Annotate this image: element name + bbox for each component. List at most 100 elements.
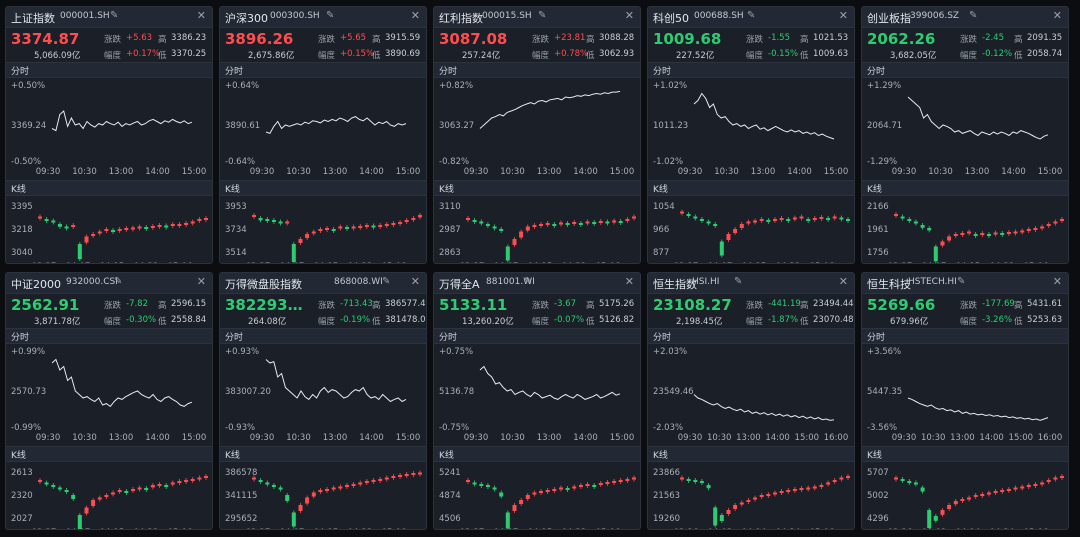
kline-tab[interactable]: K线 xyxy=(862,446,1068,462)
index-card[interactable]: 万得微盘股指数 868008.WI ✎ ✕ 382293… 涨跌 -713.43… xyxy=(219,272,427,530)
intraday-top-label: +1.29% xyxy=(867,81,901,91)
kline-candle xyxy=(539,491,543,493)
kline-mid-label: 2987 xyxy=(439,225,461,235)
edit-icon[interactable]: ✎ xyxy=(326,10,335,21)
kline-tab[interactable]: K线 xyxy=(6,446,212,462)
kline-candle xyxy=(592,222,597,224)
edit-icon[interactable]: ✎ xyxy=(747,10,756,21)
close-icon[interactable]: ✕ xyxy=(1052,275,1062,288)
kline-date-label: 05-06 xyxy=(810,528,835,530)
intraday-tab[interactable]: 分时 xyxy=(220,62,426,78)
kline-tab[interactable]: K线 xyxy=(434,180,640,196)
kline-bottom-label: 4296 xyxy=(867,514,889,524)
ratio-label: 幅度 xyxy=(318,51,336,61)
close-icon[interactable]: ✕ xyxy=(196,275,206,288)
last-price: 1009.68 xyxy=(653,30,722,48)
kline-tab[interactable]: K线 xyxy=(434,446,640,462)
close-icon[interactable]: ✕ xyxy=(410,275,420,288)
kline-date-label: 03-27 xyxy=(32,528,57,530)
index-card[interactable]: 中证2000 932000.CSI ✎ ✕ 2562.91 涨跌 -7.82 高… xyxy=(5,272,213,530)
intraday-time-label: 10:30 xyxy=(714,167,739,177)
intraday-time-label: 10:30 xyxy=(707,433,732,443)
index-card[interactable]: 万得全A 881001.WI ✎ ✕ 5133.11 涨跌 -3.67 高 51… xyxy=(433,272,641,530)
kline-candle xyxy=(298,505,303,511)
kline-candle xyxy=(364,481,369,483)
intraday-top-label: +0.99% xyxy=(11,347,45,357)
kline-candle xyxy=(64,490,69,492)
intraday-tab[interactable]: 分时 xyxy=(6,62,212,78)
close-icon[interactable]: ✕ xyxy=(410,9,420,22)
index-card[interactable]: 红利指数 000015.SH ✎ ✕ 3087.08 涨跌 +23.81 高 3… xyxy=(433,6,641,264)
kline-date-label: 03-27 xyxy=(246,528,271,530)
intraday-tab[interactable]: 分时 xyxy=(862,62,1068,78)
intraday-tab[interactable]: 分时 xyxy=(6,328,212,344)
index-card[interactable]: 恒生科技 HSTECH.HI ✎ ✕ 5269.66 涨跌 -177.69 高 … xyxy=(861,272,1069,530)
close-icon[interactable]: ✕ xyxy=(624,9,634,22)
intraday-time-label: 15:00 xyxy=(182,167,207,177)
kline-tab[interactable]: K线 xyxy=(648,180,854,196)
kline-candle xyxy=(1013,231,1018,234)
kline-candle xyxy=(578,485,583,487)
edit-icon[interactable]: ✎ xyxy=(114,276,123,287)
index-name: 红利指数 xyxy=(439,12,483,25)
kline-date-label: 03-27 xyxy=(460,262,485,264)
index-card[interactable]: 上证指数 000001.SH ✎ ✕ 3374.87 涨跌 +5.63 高 33… xyxy=(5,6,213,264)
edit-icon[interactable]: ✎ xyxy=(734,276,743,287)
kline-tab[interactable]: K线 xyxy=(220,446,426,462)
close-icon[interactable]: ✕ xyxy=(1052,9,1062,22)
edit-icon[interactable]: ✎ xyxy=(538,10,547,21)
close-icon[interactable]: ✕ xyxy=(196,9,206,22)
intraday-tab[interactable]: 分时 xyxy=(434,62,640,78)
kline-tab[interactable]: K线 xyxy=(862,180,1068,196)
kline-candle xyxy=(57,224,62,227)
index-card[interactable]: 科创50 000688.SH ✎ ✕ 1009.68 涨跌 -1.55 高 10… xyxy=(647,6,855,264)
kline-candle xyxy=(625,219,630,221)
low-value: 5126.82 xyxy=(599,315,635,325)
close-icon[interactable]: ✕ xyxy=(838,275,848,288)
last-price: 2062.26 xyxy=(867,30,936,48)
kline-tab[interactable]: K线 xyxy=(220,180,426,196)
kline-candle xyxy=(713,507,718,526)
intraday-time-label: 14:00 xyxy=(359,167,384,177)
kline-candle xyxy=(753,497,757,500)
kline-candle xyxy=(786,490,791,492)
kline-candle xyxy=(411,473,416,475)
kline-candle xyxy=(378,225,383,227)
kline-candle xyxy=(71,225,76,227)
kline-candle xyxy=(565,488,570,490)
kline-candle xyxy=(947,236,952,241)
kline-tab[interactable]: K线 xyxy=(648,446,854,462)
last-price: 5133.11 xyxy=(439,296,508,314)
edit-icon[interactable]: ✎ xyxy=(969,10,978,21)
kline-date-label: 05-06 xyxy=(810,262,835,264)
kline-date-label: 03-27 xyxy=(460,528,485,530)
index-card[interactable]: 创业板指 399006.SZ ✎ ✕ 2062.26 涨跌 -2.45 高 20… xyxy=(861,6,1069,264)
kline-tab[interactable]: K线 xyxy=(6,180,212,196)
intraday-tab[interactable]: 分时 xyxy=(862,328,1068,344)
ratio-label: 幅度 xyxy=(532,51,550,61)
intraday-tab[interactable]: 分时 xyxy=(434,328,640,344)
edit-icon[interactable]: ✎ xyxy=(110,10,119,21)
index-card[interactable]: 沪深300 000300.SH ✎ ✕ 3896.26 涨跌 +5.65 高 3… xyxy=(219,6,427,264)
kline-candle xyxy=(559,222,563,225)
close-icon[interactable]: ✕ xyxy=(838,9,848,22)
card-header: 万得全A 881001.WI ✎ ✕ xyxy=(434,273,640,294)
kline-candle xyxy=(131,227,135,230)
intraday-tab[interactable]: 分时 xyxy=(648,62,854,78)
kline-date-label: 05-06 xyxy=(382,528,407,530)
intraday-price-line xyxy=(907,96,1049,140)
index-card[interactable]: 恒生指数 HSI.HI ✎ ✕ 23108.27 涨跌 -441.19 高 23… xyxy=(647,272,855,530)
intraday-tab[interactable]: 分时 xyxy=(220,328,426,344)
kline-candle xyxy=(472,482,477,485)
intraday-tab[interactable]: 分时 xyxy=(648,328,854,344)
edit-icon[interactable]: ✎ xyxy=(382,276,391,287)
edit-icon[interactable]: ✎ xyxy=(957,276,966,287)
edit-icon[interactable]: ✎ xyxy=(524,276,533,287)
kline-mid-label: 966 xyxy=(653,225,669,235)
kline-candle xyxy=(1000,490,1005,492)
kline-date-label: 03-26 xyxy=(888,528,913,530)
high-value: 5175.26 xyxy=(599,299,635,309)
close-icon[interactable]: ✕ xyxy=(624,275,634,288)
kline-candle xyxy=(632,216,636,219)
intraday-mid-label: 3063.27 xyxy=(439,121,474,131)
